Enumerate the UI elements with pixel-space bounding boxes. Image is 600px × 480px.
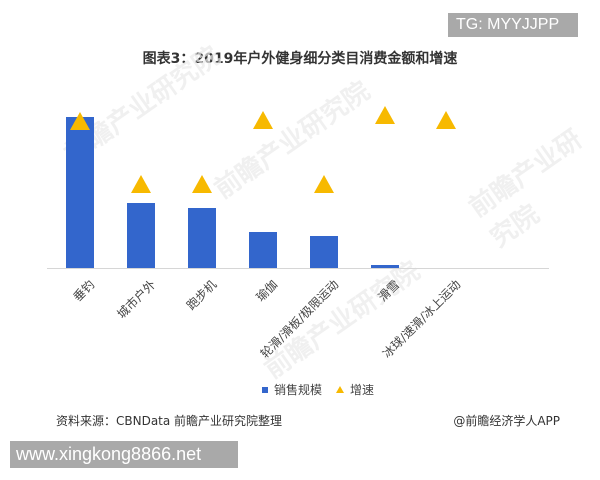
bar: [188, 207, 216, 268]
legend-marker-label: 增速: [350, 383, 375, 397]
watermark: 前瞻产业研究院: [259, 256, 426, 386]
growth-triangle-icon: [192, 175, 212, 193]
legend: 销售规模 增速: [262, 381, 374, 398]
bar: [66, 117, 94, 268]
site-badge: www.xingkong8866.net: [10, 441, 238, 468]
x-axis-label: 滑雪: [375, 277, 403, 305]
bar: [127, 203, 155, 268]
bar: [249, 231, 277, 268]
growth-triangle-icon: [70, 112, 90, 131]
growth-triangle-icon: [131, 175, 151, 193]
growth-triangle-icon: [436, 110, 456, 129]
bar: [371, 264, 399, 268]
legend-bar-swatch-icon: [262, 386, 268, 393]
credit-note: @前瞻经济学人APP: [453, 414, 560, 428]
x-axis-label: 瑜伽: [253, 277, 281, 305]
chart-title: 图表3：2019年户外健身细分类目消费金额和增速: [142, 51, 458, 67]
x-axis-label: 跑步机: [183, 277, 220, 313]
source-note: 资料来源：CBNData 前瞻产业研究院整理: [56, 414, 283, 428]
x-axis-line: [47, 268, 549, 269]
bar: [310, 236, 338, 268]
growth-triangle-icon: [375, 106, 395, 124]
tg-badge: TG: MYYJJPP: [448, 13, 578, 37]
growth-triangle-icon: [314, 175, 334, 193]
x-axis-label: 垂钓: [70, 277, 98, 305]
x-axis-label: 城市户外: [114, 277, 159, 322]
legend-triangle-swatch-icon: [336, 386, 345, 393]
watermark: 前瞻产业研究院: [209, 76, 376, 206]
watermark: 前瞻产业研究院: [463, 124, 588, 254]
growth-triangle-icon: [253, 110, 273, 129]
legend-bar-label: 销售规模: [274, 383, 323, 397]
